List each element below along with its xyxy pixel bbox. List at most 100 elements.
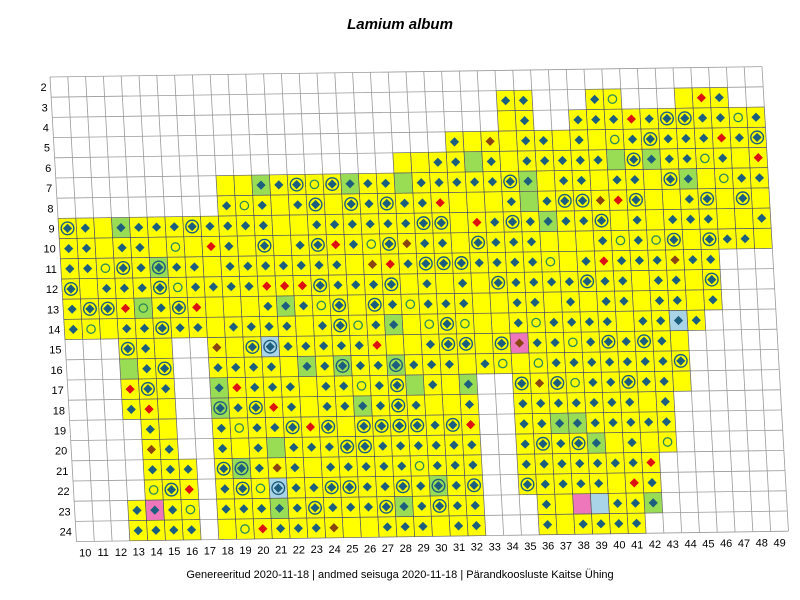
- record-diamond-icon: [231, 362, 241, 373]
- record-diamond-icon: [189, 262, 200, 272]
- record-diamond-icon: [603, 337, 614, 347]
- record-diamond-icon: [592, 458, 603, 468]
- occupied-square: [609, 210, 629, 231]
- older-record-ring-icon: [637, 334, 652, 349]
- record-diamond-icon: [85, 304, 95, 314]
- record-diamond-icon: [243, 261, 253, 271]
- record-diamond-icon: [302, 361, 312, 371]
- record-diamond-icon: [590, 418, 600, 428]
- record-diamond-icon: [165, 464, 175, 475]
- record-diamond-icon: [370, 300, 380, 310]
- y-tick-label: 24: [60, 527, 72, 539]
- older-record-ring-icon: [384, 277, 399, 292]
- record-diamond-icon: [428, 380, 438, 390]
- older-record-ring-icon: [609, 134, 620, 145]
- occupied-square: [462, 131, 482, 152]
- occupied-square: [558, 251, 578, 272]
- older-record-ring-icon: [100, 263, 111, 274]
- record-diamond-icon: [337, 361, 348, 371]
- older-record-ring-icon: [491, 275, 506, 290]
- red-record-diamond-icon: [626, 114, 636, 124]
- record-diamond-icon: [325, 462, 336, 472]
- occupied-square: [352, 375, 371, 396]
- occupied-square: [240, 296, 260, 317]
- occupied-square: [474, 333, 494, 354]
- occupied-square: [672, 370, 692, 392]
- y-tick-label: 19: [54, 426, 66, 438]
- older-record-ring-icon: [285, 420, 300, 435]
- older-record-ring-icon: [436, 256, 451, 271]
- older-record-ring-icon: [155, 321, 170, 336]
- occupied-square: [696, 168, 716, 189]
- x-tick-label: 14: [150, 546, 162, 558]
- y-tick-label: 13: [47, 304, 59, 316]
- record-diamond-icon: [309, 482, 319, 493]
- occupied-square: [528, 352, 548, 374]
- record-diamond-icon: [644, 417, 654, 427]
- record-diamond-icon: [265, 342, 275, 352]
- record-diamond-icon: [738, 193, 748, 203]
- record-diamond-icon: [236, 463, 247, 474]
- record-diamond-icon: [433, 481, 444, 491]
- occupied-square: [148, 237, 168, 258]
- occupied-square: [551, 130, 571, 151]
- occupied-square: [225, 337, 245, 358]
- older-record-ring-icon: [643, 131, 658, 146]
- record-diamond-icon: [575, 458, 585, 469]
- record-diamond-icon: [588, 377, 598, 388]
- occupied-square: [144, 479, 164, 501]
- record-diamond-icon: [169, 222, 179, 232]
- highlight-square-green: [119, 358, 139, 380]
- older-record-ring-icon: [185, 504, 196, 515]
- record-diamond-icon: [673, 315, 684, 326]
- record-diamond-icon: [317, 321, 328, 331]
- red-record-diamond-icon: [144, 404, 154, 414]
- red-record-diamond-icon: [120, 303, 131, 313]
- older-record-ring-icon: [374, 418, 389, 433]
- record-diamond-icon: [358, 401, 368, 411]
- occupied-square: [473, 313, 493, 334]
- y-tick-label: 6: [45, 163, 51, 175]
- older-record-ring-icon: [432, 498, 447, 513]
- record-diamond-icon: [542, 520, 553, 530]
- record-diamond-icon: [718, 153, 728, 163]
- red-record-diamond-icon: [613, 195, 623, 205]
- red-record-diamond-icon: [262, 281, 272, 291]
- record-diamond-icon: [613, 498, 623, 508]
- occupied-square: [731, 147, 750, 169]
- highlight-square-green: [266, 437, 286, 458]
- record-diamond-icon: [631, 518, 642, 528]
- record-diamond-icon: [522, 156, 532, 166]
- record-diamond-icon: [556, 438, 566, 449]
- record-diamond-icon: [706, 254, 716, 265]
- record-diamond-icon: [552, 378, 562, 388]
- record-diamond-icon: [461, 339, 471, 349]
- occupied-square: [166, 236, 185, 258]
- record-diamond-icon: [521, 459, 531, 469]
- record-diamond-icon: [430, 420, 440, 430]
- red-record-diamond-icon: [629, 478, 639, 488]
- record-diamond-icon: [281, 301, 291, 311]
- record-diamond-icon: [161, 384, 171, 394]
- record-diamond-icon: [151, 222, 162, 232]
- record-diamond-icon: [449, 440, 459, 450]
- record-diamond-icon: [557, 459, 567, 469]
- occupied-square: [563, 332, 583, 353]
- record-diamond-icon: [132, 505, 142, 515]
- occupied-square: [424, 394, 444, 416]
- record-diamond-icon: [752, 132, 762, 143]
- x-tick-label: 18: [222, 545, 234, 557]
- x-tick-label: 26: [364, 543, 376, 555]
- record-diamond-icon: [364, 199, 374, 209]
- occupied-square: [206, 317, 226, 338]
- occupied-square: [345, 254, 365, 275]
- y-tick-label: 20: [55, 446, 67, 458]
- highlight-square-green: [606, 149, 626, 170]
- record-diamond-icon: [321, 381, 331, 391]
- record-diamond-icon: [422, 279, 432, 289]
- y-tick-label: 11: [45, 264, 56, 276]
- occupied-square: [305, 174, 324, 195]
- highlight-square-pink: [572, 493, 592, 515]
- older-record-ring-icon: [172, 282, 183, 293]
- occupied-square: [489, 292, 509, 314]
